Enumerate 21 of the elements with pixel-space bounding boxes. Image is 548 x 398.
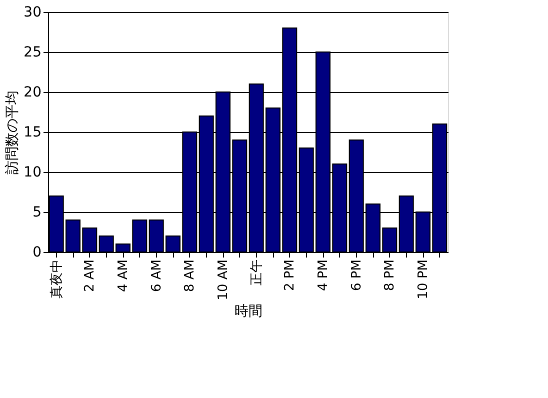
x-tick-label: 10 AM bbox=[216, 260, 231, 300]
x-tick-label: 8 PM bbox=[382, 260, 398, 291]
y-tick-label: 5 bbox=[32, 204, 42, 220]
x-tick-label: 4 AM bbox=[116, 260, 131, 292]
y-tick-label: 30 bbox=[24, 4, 42, 20]
x-tick-label: 2 PM bbox=[282, 260, 298, 291]
y-tick-label: 10 bbox=[24, 164, 42, 180]
x-tick-label: 4 PM bbox=[316, 260, 331, 291]
y-tick-label: 0 bbox=[32, 244, 42, 260]
x-tick-label: 正午 bbox=[249, 260, 264, 286]
y-tick-label: 20 bbox=[24, 84, 42, 100]
y-axis-title: 訪問数の平均 bbox=[4, 90, 21, 174]
x-tick-label: 10 PM bbox=[416, 260, 431, 300]
y-tick-label: 25 bbox=[24, 44, 42, 60]
y-tick-label: 15 bbox=[24, 124, 42, 140]
x-axis-title: 時間 bbox=[234, 303, 262, 320]
x-tick-label: 2 AM bbox=[82, 260, 98, 292]
x-tick-label: 6 AM bbox=[149, 260, 164, 292]
x-tick-label: 6 PM bbox=[349, 260, 364, 291]
x-tick-label: 真夜中 bbox=[48, 260, 64, 298]
x-tick-label: 8 AM bbox=[182, 260, 198, 292]
